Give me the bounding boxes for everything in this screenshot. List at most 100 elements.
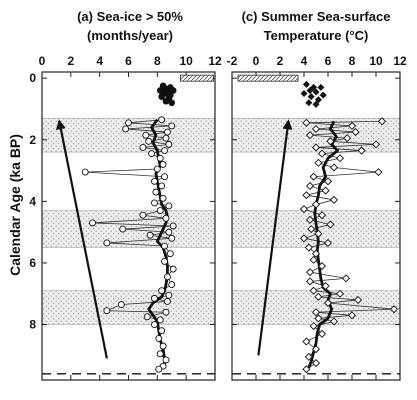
- panel-c-modern-point-4: [312, 88, 320, 96]
- panel-a-title-line2: (months/year): [87, 28, 173, 43]
- panel-c-data-point-2: [347, 121, 357, 130]
- panel-c-raw-series-line: [302, 120, 395, 370]
- panel-c-data-point-0: [377, 117, 387, 126]
- panel-a-modern-point-10: [162, 97, 170, 105]
- panel-c-modern-point-10: [312, 100, 320, 108]
- panel-a-data-point-27: [169, 222, 177, 230]
- panel-a-data-point-19: [152, 188, 160, 196]
- panel-a-data-point-20: [159, 194, 167, 202]
- panel-c-modern-point-3: [306, 86, 314, 94]
- panel-a-data-point-29: [165, 228, 173, 236]
- panel-a-data-point-37: [163, 273, 171, 281]
- panel-c-x-tick-label-7: 12: [393, 54, 407, 68]
- panel-a-plot: 0 2 4 6 8 10 12 0 2 4 6 8: [29, 54, 222, 381]
- panel-c-data-point-28: [314, 229, 323, 238]
- panel-c-data-point-54: [311, 359, 321, 368]
- panel-a-data-point-49: [158, 327, 166, 335]
- panel-c-x-tick-label-1: 0: [253, 54, 260, 68]
- panel-a: (a) Sea-ice > 50% (months/year) 0 2 4 6 8 10 1…: [29, 9, 222, 381]
- panel-c-data-point-27: [307, 225, 316, 234]
- panel-a-x-tick-label-4: 8: [154, 54, 161, 68]
- panel-a-data-point-53: [162, 356, 170, 364]
- panel-c-modern-point-0: [302, 80, 310, 88]
- panel-c-data-point-51: [302, 337, 311, 346]
- panel-a-smoothed-series-line: [147, 118, 169, 368]
- panel-a-data-point-13: [159, 160, 167, 168]
- panel-a-data-point-11: [148, 150, 156, 158]
- panel-c-data-point-41: [314, 292, 323, 301]
- panel-a-data-point-7: [145, 137, 153, 145]
- panel-c-data-point-21: [329, 195, 339, 204]
- panel-a-data-point-14: [153, 165, 161, 173]
- panel-a-x-tick-label-2: 4: [96, 54, 103, 68]
- panel-c-modern-point-2: [317, 83, 325, 91]
- panel-c-data-point-48: [329, 317, 339, 326]
- panel-c-data-point-42: [353, 295, 363, 304]
- panel-c-data-point-52: [311, 345, 321, 354]
- panel-c-modern-point-8: [314, 96, 322, 104]
- panel-a-data-point-9: [139, 144, 147, 151]
- panel-c-x-tick-label-3: 4: [301, 54, 308, 68]
- panel-c-data-point-34: [317, 262, 327, 271]
- panel-a-data-point-45: [162, 308, 170, 316]
- panel-c-data-point-16: [309, 172, 318, 181]
- panel-c-data-point-53: [304, 352, 313, 361]
- panel-c-data-point-29: [299, 234, 309, 243]
- panel-c-data-point-17: [323, 177, 333, 186]
- panel-c-data-point-30: [323, 238, 333, 247]
- panel-c-data-point-35: [305, 268, 315, 277]
- panel-a-data-point-21: [150, 199, 158, 207]
- panel-c-data-point-20: [302, 191, 311, 200]
- panel-c-trend-arrow: [257, 119, 293, 356]
- panel-c-data-point-13: [314, 158, 323, 167]
- panel-c-plot: -2 0 2 4 6 8 10 12: [227, 54, 407, 381]
- panel-a-data-point-15: [81, 168, 89, 176]
- panel-a-data-point-55: [155, 365, 163, 373]
- panel-c: (c) Summer Sea-surface Temperature (°C) …: [227, 9, 407, 381]
- panel-a-data-point-5: [142, 131, 150, 139]
- panel-c-data-point-19: [321, 186, 330, 195]
- panel-a-data-point-0: [158, 116, 166, 124]
- panel-c-data-point-25: [305, 215, 315, 224]
- panel-c-data-point-26: [326, 220, 335, 229]
- panel-a-data-point-4: [163, 128, 171, 136]
- panel-c-data-point-9: [311, 143, 321, 152]
- panel-a-shaded-interval-2: [41, 290, 216, 325]
- panel-a-modern-point-11: [168, 99, 176, 107]
- panel-a-data-point-22: [165, 202, 173, 210]
- panel-a-data-point-32: [103, 239, 111, 247]
- panel-a-data-point-24: [139, 211, 147, 219]
- panel-a-data-point-10: [161, 147, 168, 154]
- panel-c-data-point-11: [317, 149, 327, 158]
- panel-c-data-point-1: [302, 118, 311, 127]
- panel-a-x-tick-label-6: 12: [208, 54, 222, 68]
- panel-c-x-tick-label-2: 2: [277, 54, 284, 68]
- panel-a-data-point-50: [155, 334, 163, 342]
- panel-a-x-tick-label-1: 2: [67, 54, 74, 68]
- panel-c-data-point-50: [317, 329, 327, 338]
- panel-c-data-point-10: [357, 146, 366, 155]
- panel-c-data-point-44: [389, 305, 399, 314]
- panel-a-data-point-51: [159, 342, 167, 350]
- panel-a-data-point-34: [166, 250, 174, 258]
- panel-c-data-point-49: [309, 322, 318, 331]
- panel-c-data-point-5: [305, 131, 315, 140]
- panel-c-data-point-32: [311, 249, 321, 258]
- panel-a-y-tick-label-4: 8: [29, 318, 36, 332]
- panel-c-plot-frame: [231, 71, 401, 381]
- panel-c-title-line1: (c) Summer Sea-surface: [242, 9, 391, 24]
- panel-c-data-point-43: [323, 298, 333, 308]
- panel-a-data-point-42: [163, 298, 171, 305]
- panel-a-data-point-28: [119, 225, 127, 233]
- panel-c-data-point-36: [341, 274, 351, 283]
- panel-c-modern-point-5: [300, 90, 308, 98]
- panel-a-trend-arrow: [55, 119, 108, 359]
- panel-a-data-point-46: [143, 313, 151, 321]
- panel-a-data-point-23: [156, 207, 164, 215]
- panel-a-data-point-41: [150, 294, 158, 302]
- panel-c-modern-range-bar: [237, 74, 299, 82]
- panel-c-data-point-38: [321, 282, 330, 291]
- panel-c-title-line2: Temperature (°C): [264, 28, 369, 43]
- panel-a-data-point-1: [125, 119, 132, 127]
- panel-c-x-tick-label-5: 8: [349, 54, 356, 68]
